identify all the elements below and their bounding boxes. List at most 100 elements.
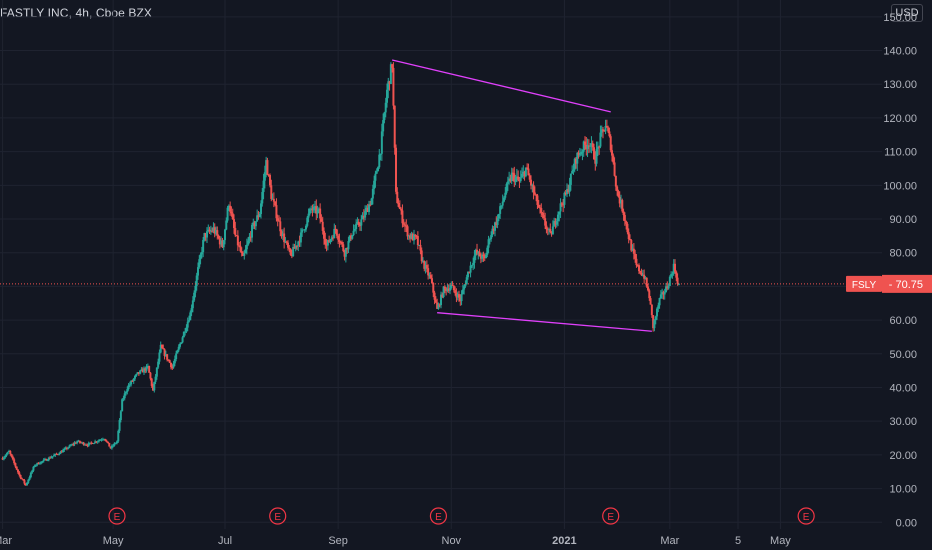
candle-body: [357, 221, 360, 226]
candle-body: [206, 231, 208, 238]
candle-body: [360, 219, 363, 226]
candle-body: [467, 271, 469, 278]
candle-body: [656, 308, 658, 317]
candle-body: [432, 283, 435, 293]
candle-body: [50, 457, 53, 459]
candle-body: [35, 464, 37, 466]
candle-body: [604, 125, 607, 132]
candle-body: [306, 217, 309, 226]
candle-body: [10, 454, 13, 457]
candle-body: [581, 151, 584, 153]
candle-body: [28, 477, 31, 480]
time-axis[interactable]: Mar May Jul Sep Nov 2021 Mar 5 May: [0, 535, 791, 547]
candle-body: [229, 205, 232, 212]
candle-body: [470, 265, 473, 267]
candle-body: [413, 234, 415, 241]
candle-body: [587, 145, 590, 147]
candle-body: [31, 470, 34, 473]
candle-body: [315, 206, 318, 214]
candle-body: [433, 292, 436, 300]
grid-lines: [0, 0, 882, 529]
candle-body: [353, 228, 356, 231]
candle-body: [549, 228, 552, 232]
candle-body: [636, 265, 639, 267]
candle-body: [163, 349, 166, 356]
candle-body: [2, 457, 5, 460]
candle-body: [202, 239, 205, 253]
candle-body: [395, 147, 397, 192]
candle-body: [20, 478, 23, 480]
lower-trendline[interactable]: [437, 312, 652, 332]
candle-body: [119, 411, 122, 421]
candle-body: [652, 315, 655, 329]
earnings-marker-icon[interactable]: E: [602, 507, 620, 525]
candle-body: [240, 251, 243, 254]
candle-body: [112, 445, 115, 447]
candle-body: [541, 212, 544, 216]
candle-body: [107, 441, 109, 443]
candle-body: [452, 285, 455, 291]
candle-body: [267, 174, 270, 176]
candle-body: [508, 178, 511, 182]
candle-body: [292, 246, 295, 257]
candle-body: [603, 129, 606, 132]
x-tick-label: Jul: [218, 535, 232, 547]
candle-body: [458, 294, 460, 298]
candle-body: [123, 393, 126, 399]
candle-body: [405, 225, 408, 227]
earnings-marker-icon[interactable]: E: [797, 507, 815, 525]
candle-body: [521, 173, 523, 178]
candle-body: [410, 234, 413, 239]
candle-body: [464, 284, 467, 287]
candle-body: [500, 205, 503, 207]
candle-body: [62, 450, 64, 453]
candle-body: [654, 316, 657, 321]
earnings-marker-icon[interactable]: E: [108, 507, 126, 525]
candle-body: [127, 385, 130, 390]
candle-body: [584, 141, 586, 145]
candle-body: [559, 203, 562, 212]
candle-body: [125, 392, 127, 394]
candle-body: [316, 209, 319, 214]
candle-body: [150, 378, 153, 386]
candle-body: [517, 176, 520, 180]
candle-body: [285, 241, 288, 243]
earnings-marker-icon[interactable]: E: [429, 507, 448, 525]
y-tick-label: 140.00: [883, 46, 917, 58]
candle-body: [344, 248, 347, 257]
candle-body: [296, 245, 298, 247]
candle-body: [287, 242, 289, 248]
candle-body: [431, 278, 433, 284]
candle-body: [99, 439, 102, 441]
y-tick-label: 10.00: [889, 484, 917, 496]
trendlines[interactable]: [391, 59, 652, 332]
candle-body: [348, 235, 351, 242]
earnings-marker-icon[interactable]: E: [269, 507, 287, 525]
upper-trendline[interactable]: [391, 59, 611, 113]
candle-body: [132, 378, 135, 382]
candle-body: [562, 204, 565, 206]
candle-body: [122, 398, 125, 400]
candle-body: [630, 240, 633, 251]
candle-body: [33, 465, 36, 467]
candle-body: [148, 365, 151, 373]
candle-body: [19, 474, 22, 479]
candle-body: [555, 221, 558, 225]
candle-body: [383, 112, 386, 121]
candle-body: [533, 192, 536, 195]
candle-body: [488, 239, 491, 241]
candle-body: [605, 125, 608, 128]
candle-body: [492, 228, 495, 231]
candle-body: [197, 267, 199, 276]
candle-body: [504, 192, 507, 198]
price-axis[interactable]: 0.00 10.00 20.00 30.00 40.00 50.00 60.00 80.00 9…: [882, 12, 932, 529]
y-tick-label: 90.00: [889, 214, 917, 226]
currency-button[interactable]: USD: [891, 4, 923, 22]
candle-body: [242, 253, 244, 256]
candle-body: [324, 238, 327, 245]
candle-body: [644, 277, 647, 279]
candle-body: [483, 256, 486, 259]
candle-body: [582, 141, 585, 152]
candle-body: [24, 483, 27, 486]
